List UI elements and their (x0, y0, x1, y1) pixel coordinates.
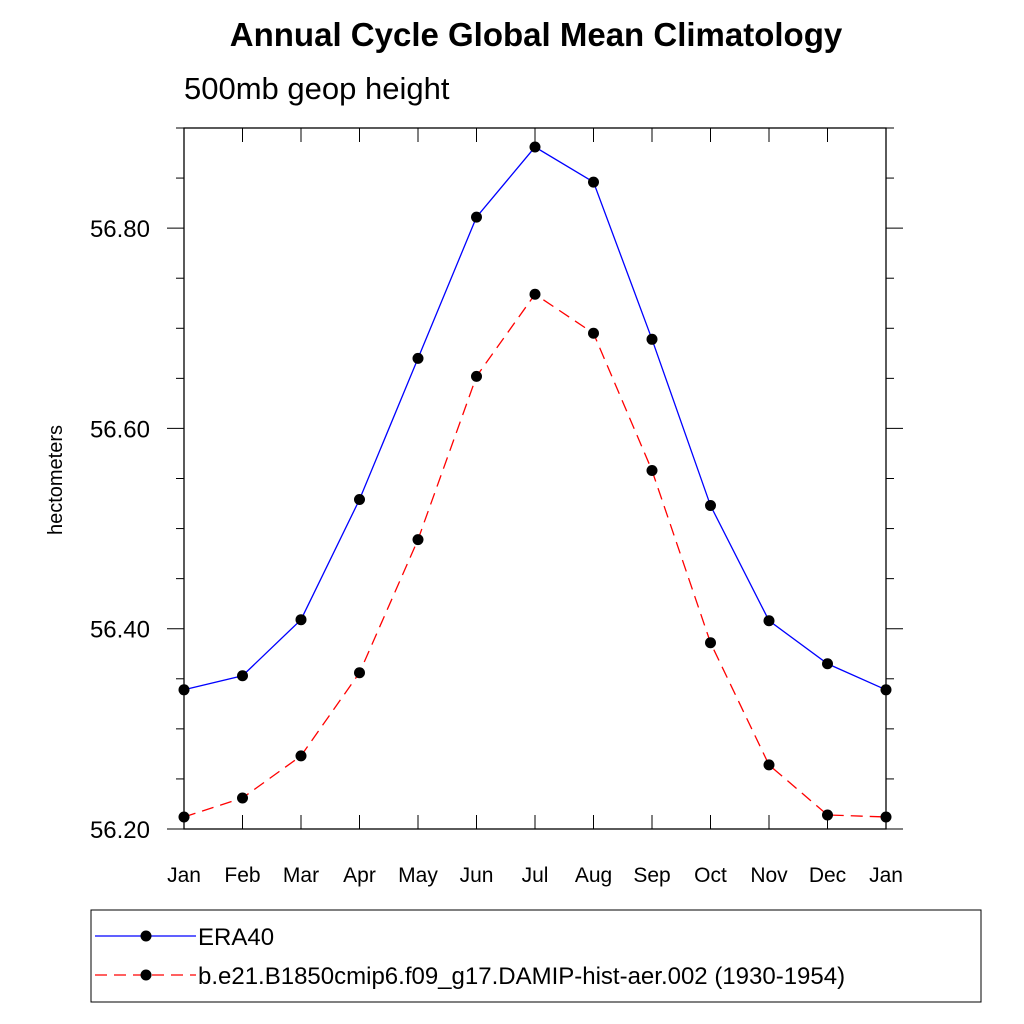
x-tick-label: Feb (224, 864, 260, 887)
data-point (295, 750, 307, 762)
legend-marker-damip (140, 969, 152, 981)
x-tick-label: Nov (750, 864, 788, 887)
plot-frame (183, 127, 887, 830)
series-line-0 (183, 146, 887, 691)
data-point (237, 670, 248, 682)
chart-title: Annual Cycle Global Mean Climatology (230, 16, 843, 53)
data-point (763, 759, 775, 771)
x-tick-label: Aug (575, 864, 612, 887)
legend-marker-era40 (140, 930, 152, 942)
data-point (822, 658, 833, 670)
data-point (471, 370, 482, 382)
data-point (646, 464, 658, 476)
x-tick-label: Jan (869, 864, 903, 887)
x-tick-label: Mar (283, 864, 319, 887)
data-point (705, 500, 716, 512)
x-tick-label: Jul (522, 864, 549, 887)
y-tick-label: 56.80 (90, 216, 150, 243)
data-point (705, 637, 716, 649)
data-point (412, 352, 424, 364)
x-tick-label: Apr (343, 864, 376, 887)
data-point (763, 615, 775, 627)
chart-subtitle: 500mb geop height (184, 71, 450, 106)
data-point (588, 327, 599, 339)
legend-label-era40: ERA40 (198, 924, 274, 951)
x-tick-label: Jun (460, 864, 494, 887)
x-tick-label: Oct (694, 864, 727, 887)
data-point (822, 809, 833, 821)
axis-ticks (167, 127, 903, 830)
y-tick-label: 56.60 (90, 416, 150, 443)
data-point (646, 333, 658, 345)
y-axis-label: hectometers (45, 425, 67, 535)
x-tick-label: Dec (809, 864, 846, 887)
legend-label-damip: b.e21.B1850cmip6.f09_g17.DAMIP-hist-aer.… (198, 963, 845, 990)
legend-box (90, 909, 982, 1003)
data-point (529, 141, 541, 153)
x-tick-label: May (398, 864, 438, 887)
y-tick-label: 56.40 (90, 617, 150, 644)
data-point (237, 792, 248, 804)
data-point (588, 176, 599, 188)
data-point (412, 534, 424, 546)
data-point (471, 211, 482, 223)
x-tick-label: Sep (633, 864, 670, 887)
x-tick-label: Jan (167, 864, 201, 887)
data-point (295, 614, 307, 626)
data-point (529, 288, 541, 300)
tick-labels: Jan Feb Mar Apr May Jun Jul Aug Sep Oct Nov Dec Jan 5… (90, 216, 903, 887)
y-tick-label: 56.20 (90, 817, 150, 844)
legend: ERA40 b.e21.B1850cmip6.f09_g17.DAMIP-his… (90, 909, 982, 1003)
data-point (354, 494, 365, 506)
series-line-1 (183, 293, 887, 818)
series-lines (183, 146, 887, 818)
data-point (354, 667, 365, 679)
series-markers (178, 141, 892, 823)
